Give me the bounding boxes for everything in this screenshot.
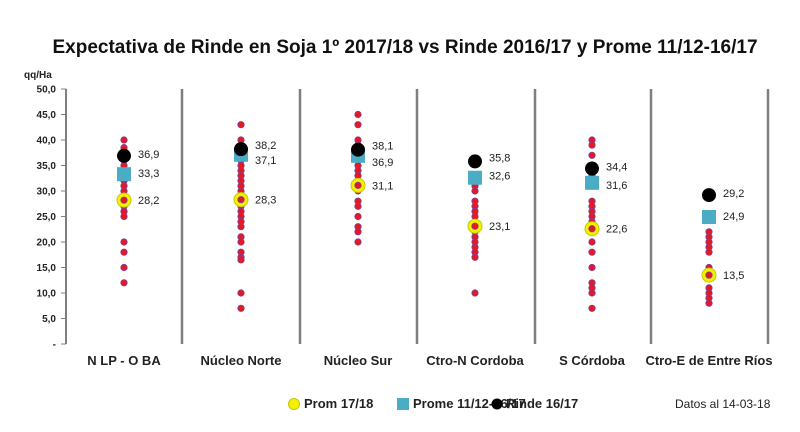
legend-marker-prom-1718 — [288, 398, 300, 410]
data-date-note: Datos al 14-03-18 — [675, 397, 771, 411]
rinde-value-label: 38,1 — [372, 141, 393, 153]
sample-point — [588, 289, 596, 297]
sample-point — [354, 202, 362, 210]
rinde-value-label: 34,4 — [606, 162, 627, 174]
prom-marker-center — [471, 222, 479, 230]
rinde-marker — [468, 154, 482, 169]
sample-point — [471, 187, 479, 195]
prome-marker — [702, 210, 716, 225]
sample-point — [354, 121, 362, 129]
legend: Prom 17/18 Prome 11/12-16/17 Rinde 16/17 — [288, 396, 578, 411]
prom-value-label: 23,1 — [489, 221, 510, 233]
rinde-marker — [234, 142, 248, 157]
legend-label-rinde-1617: Rinde 16/17 — [506, 396, 578, 411]
sample-point — [705, 299, 713, 307]
sample-point — [471, 289, 479, 297]
rinde-marker — [702, 188, 716, 203]
prom-marker-center — [588, 225, 596, 233]
sample-point — [120, 212, 128, 221]
sample-point — [120, 279, 128, 287]
y-tick-label: 50,0 — [37, 85, 57, 96]
sample-point — [237, 223, 245, 231]
sample-point — [354, 212, 362, 221]
prome-marker — [468, 170, 482, 185]
legend-marker-prome — [397, 398, 409, 410]
sample-point — [237, 304, 245, 312]
category-label: N LP - O BA — [87, 353, 161, 368]
y-tick-label: 15,0 — [37, 263, 57, 274]
chart-title: Expectativa de Rinde en Soja 1º 2017/18 … — [52, 37, 757, 58]
y-tick-label: - — [53, 340, 56, 351]
sample-point — [588, 248, 596, 256]
rinde-value-label: 29,2 — [723, 188, 744, 200]
category-label: Núcleo Sur — [324, 353, 393, 368]
rinde-marker — [117, 148, 131, 163]
category-label: S Córdoba — [559, 353, 625, 368]
prome-value-label: 24,9 — [723, 211, 744, 223]
sample-point — [237, 238, 245, 246]
sample-point — [354, 228, 362, 236]
rinde-marker — [351, 142, 365, 157]
prome-value-label: 32,6 — [489, 171, 510, 183]
prome-value-label: 37,1 — [255, 155, 276, 167]
y-tick-label: 20,0 — [37, 238, 57, 249]
sample-point — [588, 141, 596, 149]
prom-value-label: 13,5 — [723, 270, 744, 282]
category-label: Ctro-E de Entre Ríos — [645, 353, 772, 368]
category-label: Ctro-N Cordoba — [426, 353, 524, 368]
category-label: Núcleo Norte — [201, 353, 282, 368]
sample-point — [120, 263, 128, 272]
sample-point — [588, 263, 596, 272]
category-separators — [180, 89, 770, 344]
prom-value-label: 28,2 — [138, 195, 159, 207]
y-tick-label: 35,0 — [37, 161, 57, 172]
sample-point — [588, 304, 596, 312]
y-axis-label: qq/Ha — [24, 70, 52, 81]
sample-point — [120, 238, 128, 246]
rinde-value-label: 38,2 — [255, 140, 276, 152]
prome-marker — [585, 175, 599, 190]
sample-point — [588, 238, 596, 246]
prom-marker-center — [237, 196, 245, 204]
prom-marker-center — [705, 271, 713, 279]
sample-point — [354, 110, 362, 119]
sample-point — [705, 248, 713, 256]
prome-marker — [117, 167, 131, 182]
prome-value-label: 31,6 — [606, 180, 627, 192]
sample-point — [237, 121, 245, 129]
rinde-value-label: 35,8 — [489, 152, 510, 164]
y-axis: - 5,0 10,0 15,0 20,0 25,0 30,0 35,0 40,0 45,0 50,0 — [37, 85, 67, 351]
prom-value-label: 22,6 — [606, 224, 627, 236]
y-tick-label: 45,0 — [37, 110, 57, 121]
sample-point — [354, 238, 362, 246]
prome-value-label: 36,9 — [372, 157, 393, 169]
sample-point — [588, 151, 596, 159]
legend-marker-rinde-1617 — [491, 398, 503, 410]
y-tick-label: 10,0 — [37, 289, 57, 300]
data-marks: 36,9 38,2 38,1 35,8 34,4 29,2 33,3 37,1 36,9 32,6… — [116, 110, 744, 312]
y-tick-label: 25,0 — [37, 212, 57, 223]
y-tick-label: 5,0 — [42, 314, 56, 325]
prom-value-label: 31,1 — [372, 180, 393, 192]
legend-label-prom-1718: Prom 17/18 — [304, 396, 373, 411]
rinde-marker — [585, 161, 599, 176]
sample-point — [237, 289, 245, 297]
category-labels: N LP - O BA Núcleo Norte Núcleo Sur Ctro-N … — [87, 353, 772, 368]
y-tick-label: 30,0 — [37, 187, 57, 198]
sample-point — [120, 136, 128, 144]
y-tick-label: 40,0 — [37, 136, 57, 147]
prom-value-label: 28,3 — [255, 195, 276, 207]
sample-point — [120, 248, 128, 256]
prom-marker-center — [120, 196, 128, 204]
prome-value-label: 33,3 — [138, 168, 159, 180]
prom-marker-center — [354, 181, 362, 189]
sample-point — [237, 256, 245, 264]
sample-point — [471, 253, 479, 261]
rinde-value-label: 36,9 — [138, 149, 159, 161]
